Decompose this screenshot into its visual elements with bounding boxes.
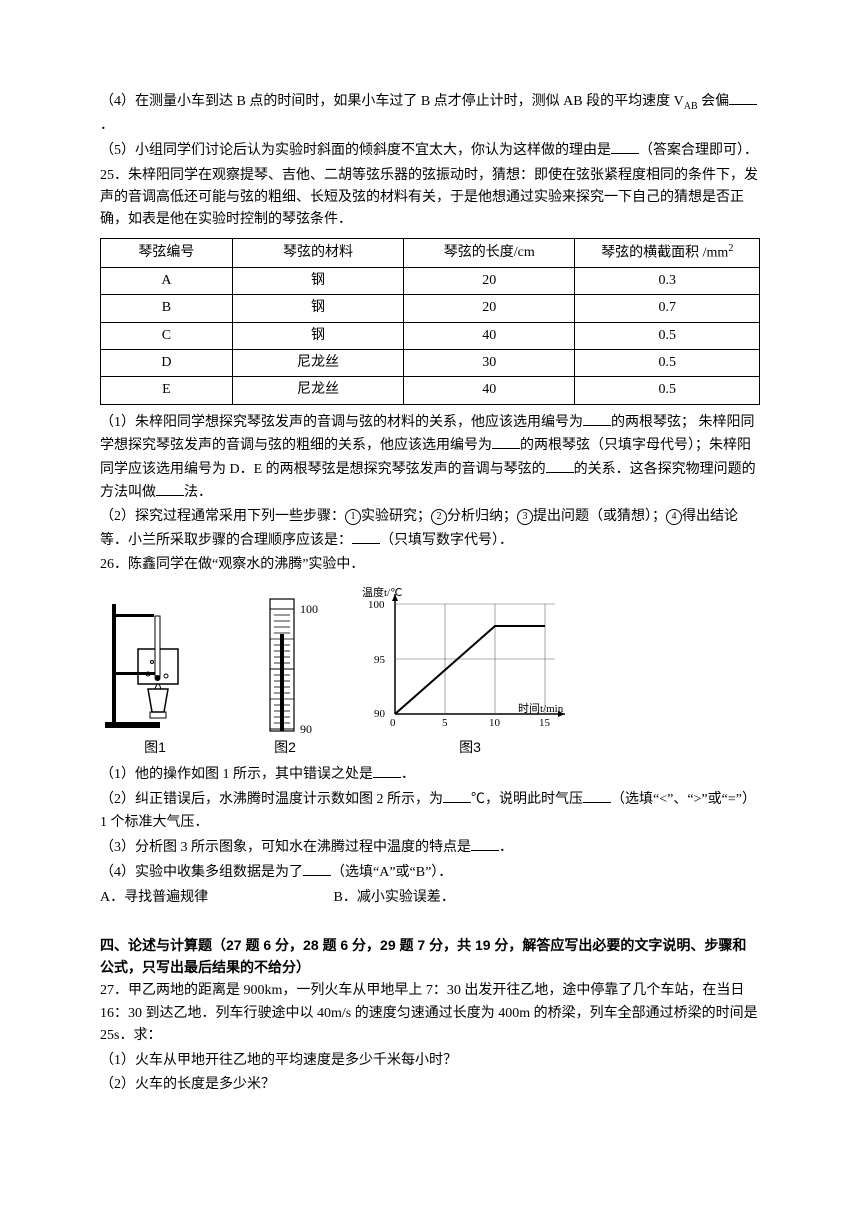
fig3-label: 图3	[360, 736, 580, 758]
table-row: C钢400.5	[101, 322, 760, 349]
fig2-label: 图2	[240, 736, 330, 758]
svg-text:0: 0	[390, 717, 396, 729]
q25-p2: （2）探究过程通常采用下列一些步骤：1实验研究；2分析归纳；3提出问题（或猜想）…	[100, 506, 760, 552]
fig3-wrap: 100 95 90 0 5 10 15 温度t/℃ 时间t/min 图3	[360, 584, 580, 758]
q25-table: 琴弦编号 琴弦的材料 琴弦的长度/cm 琴弦的横截面积 /mm2 A钢200.3…	[100, 238, 760, 405]
blank-fill[interactable]	[471, 836, 499, 851]
blank-fill[interactable]	[492, 434, 520, 449]
svg-text:10: 10	[489, 717, 501, 729]
q24-p4-sub: AB	[684, 101, 698, 112]
scale-100: 100	[300, 602, 318, 616]
q26-p2: （2）纠正错误后，水沸腾时温度计示数如图 2 所示，为℃，说明此时气压（选填“<…	[100, 788, 760, 834]
q24-p5-text: （5）小组同学们讨论后认为实验时斜面的倾斜度不宜太大，你认为这样做的理由是	[100, 143, 611, 158]
scale-90: 90	[300, 722, 312, 734]
table-cell: E	[101, 377, 233, 404]
table-cell: D	[101, 349, 233, 376]
th-0: 琴弦编号	[101, 238, 233, 267]
q26-lead: 26．陈鑫同学在做“观察水的沸腾”实验中．	[100, 554, 760, 576]
fig2-wrap: 100 90 图2	[240, 594, 330, 758]
q27-p2: （2）火车的长度是多少米？	[100, 1074, 760, 1096]
xlabel: 时间t/min	[518, 702, 564, 715]
blank-fill[interactable]	[546, 458, 574, 473]
q26-p1: （1）他的操作如图 1 所示，其中错误之处是．	[100, 763, 760, 786]
table-cell: 30	[404, 349, 575, 376]
table-cell: 20	[404, 267, 575, 294]
table-cell: B	[101, 295, 233, 322]
section4-heading: 四、论述与计算题（27 题 6 分，28 题 6 分，29 题 7 分，共 19…	[100, 934, 760, 979]
table-cell: 钢	[232, 322, 403, 349]
table-cell: 钢	[232, 267, 403, 294]
option-b: B．减小实验误差．	[334, 890, 455, 905]
blank-fill[interactable]	[443, 788, 471, 803]
blank-fill[interactable]	[156, 481, 184, 496]
svg-text:95: 95	[374, 654, 386, 666]
table-cell: 0.5	[575, 322, 760, 349]
q24-p4-tail: 会偏	[698, 94, 730, 109]
th-1: 琴弦的材料	[232, 238, 403, 267]
q24-p4: （4）在测量小车到达 B 点的时间时，如果小车过了 B 点才停止计时，测似 AB…	[100, 90, 760, 137]
table-row: E尼龙丝400.5	[101, 377, 760, 404]
q24-p4-text: （4）在测量小车到达 B 点的时间时，如果小车过了 B 点才停止计时，测似 AB…	[100, 94, 684, 109]
svg-text:100: 100	[368, 599, 385, 611]
svg-text:5: 5	[442, 717, 448, 729]
table-cell: 尼龙丝	[232, 349, 403, 376]
step-4-icon: 4	[666, 509, 682, 525]
q26-options: A．寻找普遍规律 B．减小实验误差．	[100, 887, 760, 909]
q24-p5-tail: （答案合理即可）．	[639, 143, 758, 158]
blank-fill[interactable]	[583, 411, 611, 426]
q26-figures: 图1 100 90 图2	[100, 584, 760, 758]
blank-fill[interactable]	[303, 861, 331, 876]
table-header-row: 琴弦编号 琴弦的材料 琴弦的长度/cm 琴弦的横截面积 /mm2	[101, 238, 760, 267]
table-cell: 0.3	[575, 267, 760, 294]
th-3: 琴弦的横截面积 /mm2	[575, 238, 760, 267]
blank-fill[interactable]	[611, 139, 639, 154]
fig3-chart: 100 95 90 0 5 10 15 温度t/℃ 时间t/min	[360, 584, 580, 734]
table-row: B钢200.7	[101, 295, 760, 322]
table-cell: A	[101, 267, 233, 294]
table-cell: 钢	[232, 295, 403, 322]
fig2-thermometer-icon: 100 90	[240, 594, 330, 734]
step-3-icon: 3	[517, 509, 533, 525]
table-cell: 0.5	[575, 377, 760, 404]
th-2: 琴弦的长度/cm	[404, 238, 575, 267]
blank-fill[interactable]	[352, 529, 380, 544]
table-cell: 40	[404, 322, 575, 349]
blank-fill[interactable]	[373, 763, 401, 778]
table-cell: 0.7	[575, 295, 760, 322]
table-row: A钢200.3	[101, 267, 760, 294]
step-2-icon: 2	[431, 509, 447, 525]
table-cell: 尼龙丝	[232, 377, 403, 404]
table-cell: 20	[404, 295, 575, 322]
q25-lead: 25．朱梓阳同学在观察提琴、吉他、二胡等弦乐器的弦振动时，猜想：即使在弦张紧程度…	[100, 165, 760, 232]
fig1-wrap: 图1	[100, 594, 210, 758]
option-a: A．寻找普遍规律	[100, 887, 330, 909]
q26-p4: （4）实验中收集多组数据是为了（选填“A”或“B”）．	[100, 861, 760, 884]
fig1-label: 图1	[100, 736, 210, 758]
table-cell: C	[101, 322, 233, 349]
q27-lead: 27．甲乙两地的距离是 900km，一列火车从甲地早上 7：30 出发开往乙地，…	[100, 980, 760, 1047]
blank-fill[interactable]	[583, 788, 611, 803]
q24-p5: （5）小组同学们讨论后认为实验时斜面的倾斜度不宜太大，你认为这样做的理由是 （答案…	[100, 139, 760, 162]
table-cell: 0.5	[575, 349, 760, 376]
svg-text:90: 90	[374, 708, 386, 720]
q27-p1: （1）火车从甲地开往乙地的平均速度是多少千米每小时？	[100, 1050, 760, 1072]
table-cell: 40	[404, 377, 575, 404]
table-row: D尼龙丝300.5	[101, 349, 760, 376]
fig1-apparatus-icon	[100, 594, 210, 734]
q25-p1: （1）朱梓阳同学想探究琴弦发声的音调与弦的材料的关系，他应该选用编号为的两根琴弦…	[100, 411, 760, 505]
step-1-icon: 1	[345, 509, 361, 525]
svg-text:15: 15	[539, 717, 551, 729]
blank-fill[interactable]	[729, 90, 757, 105]
ylabel: 温度t/℃	[362, 585, 402, 599]
q26-p3: （3）分析图 3 所示图象，可知水在沸腾过程中温度的特点是．	[100, 836, 760, 859]
